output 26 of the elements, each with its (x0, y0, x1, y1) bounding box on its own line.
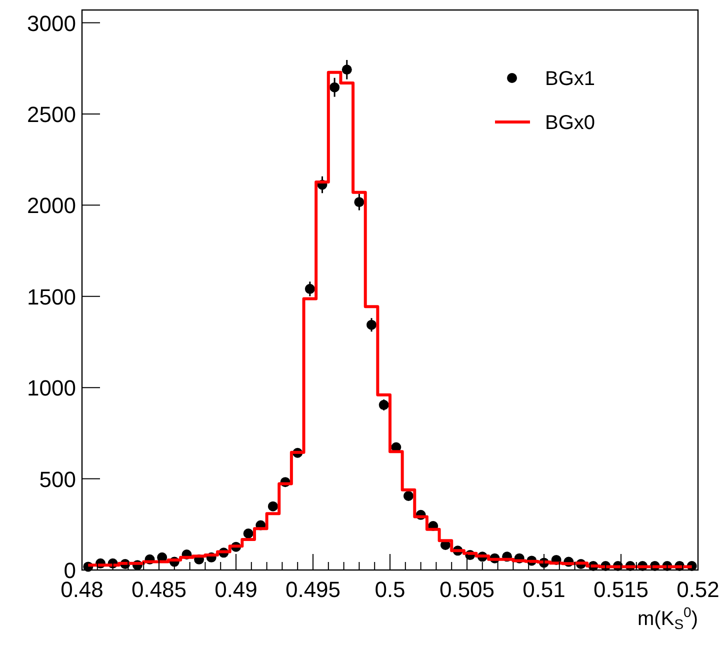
y-tick-label: 2500 (27, 102, 76, 127)
point (378, 400, 389, 410)
x-tick-label: 0.52 (676, 577, 720, 602)
x-tick-label: 0.495 (285, 577, 341, 602)
x-tick-label: 0.505 (439, 577, 495, 602)
y-tick-label: 1000 (27, 376, 76, 401)
x-tick-label: 0.51 (522, 577, 566, 602)
x-tick-label: 0.515 (593, 577, 649, 602)
point (342, 64, 352, 75)
x-axis-title: m(K$_{S}$$^{0}$) (638, 604, 698, 632)
point (243, 528, 254, 539)
point (268, 501, 278, 512)
y-tick-label: 2000 (27, 193, 76, 218)
y-tick-label: 500 (39, 466, 76, 492)
legend-label: BGx0 (545, 112, 596, 134)
point (330, 82, 340, 92)
x-tick-label: 0.49 (214, 577, 258, 602)
x-tick-label: 0.5 (374, 577, 406, 602)
point (403, 490, 414, 501)
y-tick-label: 3000 (27, 10, 76, 36)
x-tick-label: 0.485 (131, 577, 187, 602)
y-tick-label: 1500 (27, 284, 76, 310)
point (354, 197, 364, 208)
point (366, 320, 377, 330)
point (304, 284, 315, 294)
legend-label: BGx1 (545, 68, 596, 90)
